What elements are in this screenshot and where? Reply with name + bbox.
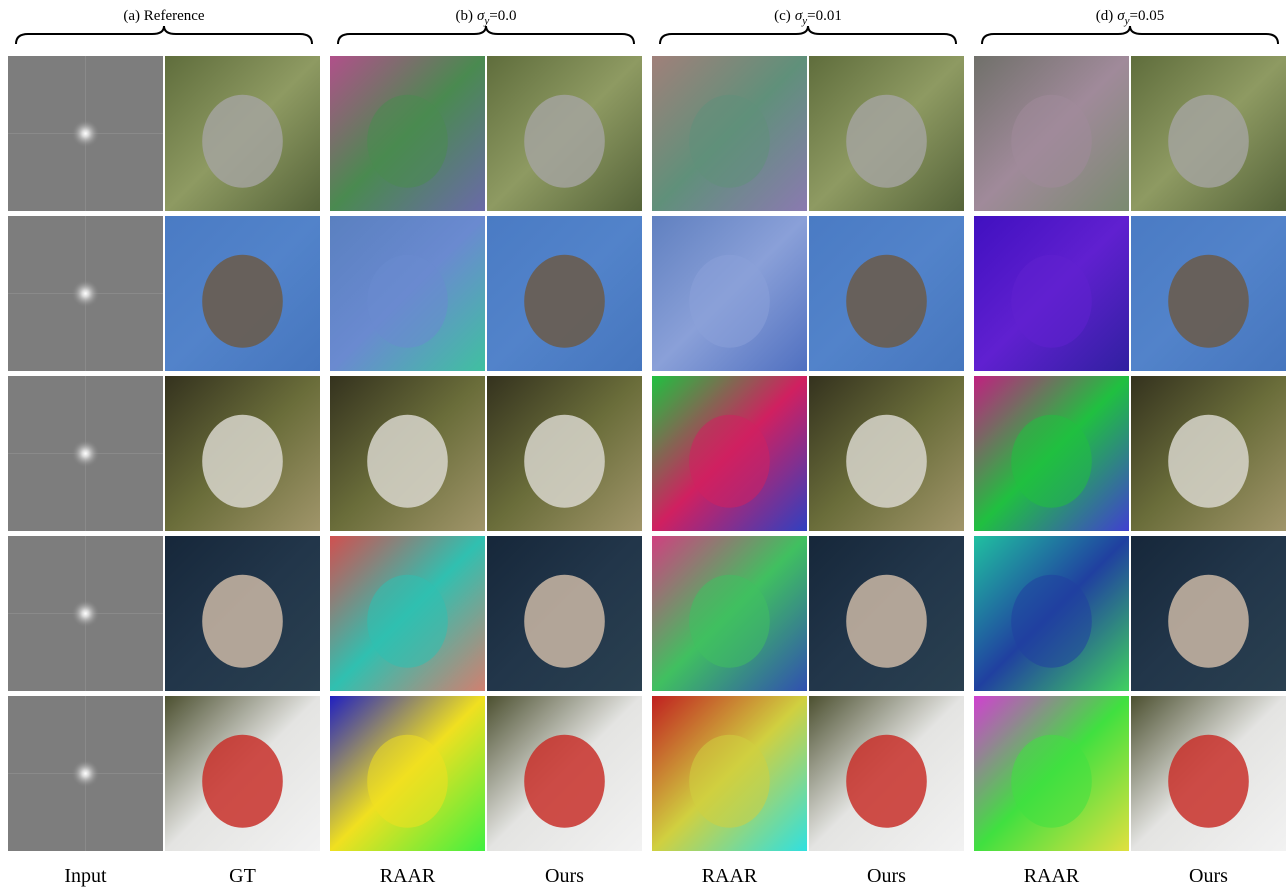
image-panel — [330, 216, 485, 371]
value: =0.0 — [489, 8, 516, 24]
image-panel — [165, 536, 320, 691]
image-panel — [8, 376, 163, 531]
image-panel — [487, 216, 642, 371]
image-panel — [652, 376, 807, 531]
image-panel — [1131, 376, 1286, 531]
image-panel — [1131, 216, 1286, 371]
column-label: RAAR — [380, 865, 436, 887]
group-label: (c) — [774, 8, 791, 24]
image-panel — [487, 696, 642, 851]
image-panel — [8, 216, 163, 371]
image-panel — [8, 56, 163, 211]
column-label: RAAR — [1024, 865, 1080, 887]
column-label: Ours — [545, 865, 584, 887]
image-panel — [487, 376, 642, 531]
image-panel — [809, 536, 964, 691]
image-panel — [809, 696, 964, 851]
group-header: (b)σy=0.0 — [455, 8, 516, 27]
group-label: (d) — [1096, 8, 1114, 24]
image-panel — [330, 376, 485, 531]
column-label: Input — [64, 865, 107, 887]
image-panel — [165, 56, 320, 211]
image-panel — [652, 536, 807, 691]
group-label: (a) Reference — [123, 8, 205, 24]
image-panel — [330, 56, 485, 211]
figure: (a) Reference (b)σy=0.0 (c)σy=0.01 (d)σy=0.… — [0, 0, 1288, 892]
value: =0.05 — [1130, 8, 1165, 24]
column-label: GT — [229, 865, 256, 887]
image-panel — [974, 216, 1129, 371]
image-panel — [809, 216, 964, 371]
image-panel — [652, 216, 807, 371]
brace — [338, 26, 634, 44]
image-panel — [1131, 696, 1286, 851]
image-panel — [809, 376, 964, 531]
image-panel — [165, 216, 320, 371]
group-header: (d)σy=0.05 — [1096, 8, 1165, 27]
image-panel — [165, 376, 320, 531]
image-panel — [487, 536, 642, 691]
brace — [16, 26, 312, 44]
image-panel — [8, 536, 163, 691]
brace — [660, 26, 956, 44]
image-panel — [8, 696, 163, 851]
image-panel — [1131, 56, 1286, 211]
image-panel — [1131, 536, 1286, 691]
group-header: (c)σy=0.01 — [774, 8, 842, 27]
brace — [982, 26, 1278, 44]
group-header: (a) Reference — [123, 8, 205, 24]
image-panel — [165, 696, 320, 851]
value: =0.01 — [807, 8, 842, 24]
image-panel — [974, 536, 1129, 691]
image-panel — [330, 536, 485, 691]
image-panel — [330, 696, 485, 851]
image-panel — [652, 696, 807, 851]
image-panel — [974, 376, 1129, 531]
column-label: RAAR — [702, 865, 758, 887]
column-label: Ours — [1189, 865, 1228, 887]
image-panel — [652, 56, 807, 211]
image-panel — [974, 696, 1129, 851]
image-panel — [974, 56, 1129, 211]
group-label: (b) — [455, 8, 473, 24]
column-label: Ours — [867, 865, 906, 887]
image-panel — [809, 56, 964, 211]
image-panel — [487, 56, 642, 211]
